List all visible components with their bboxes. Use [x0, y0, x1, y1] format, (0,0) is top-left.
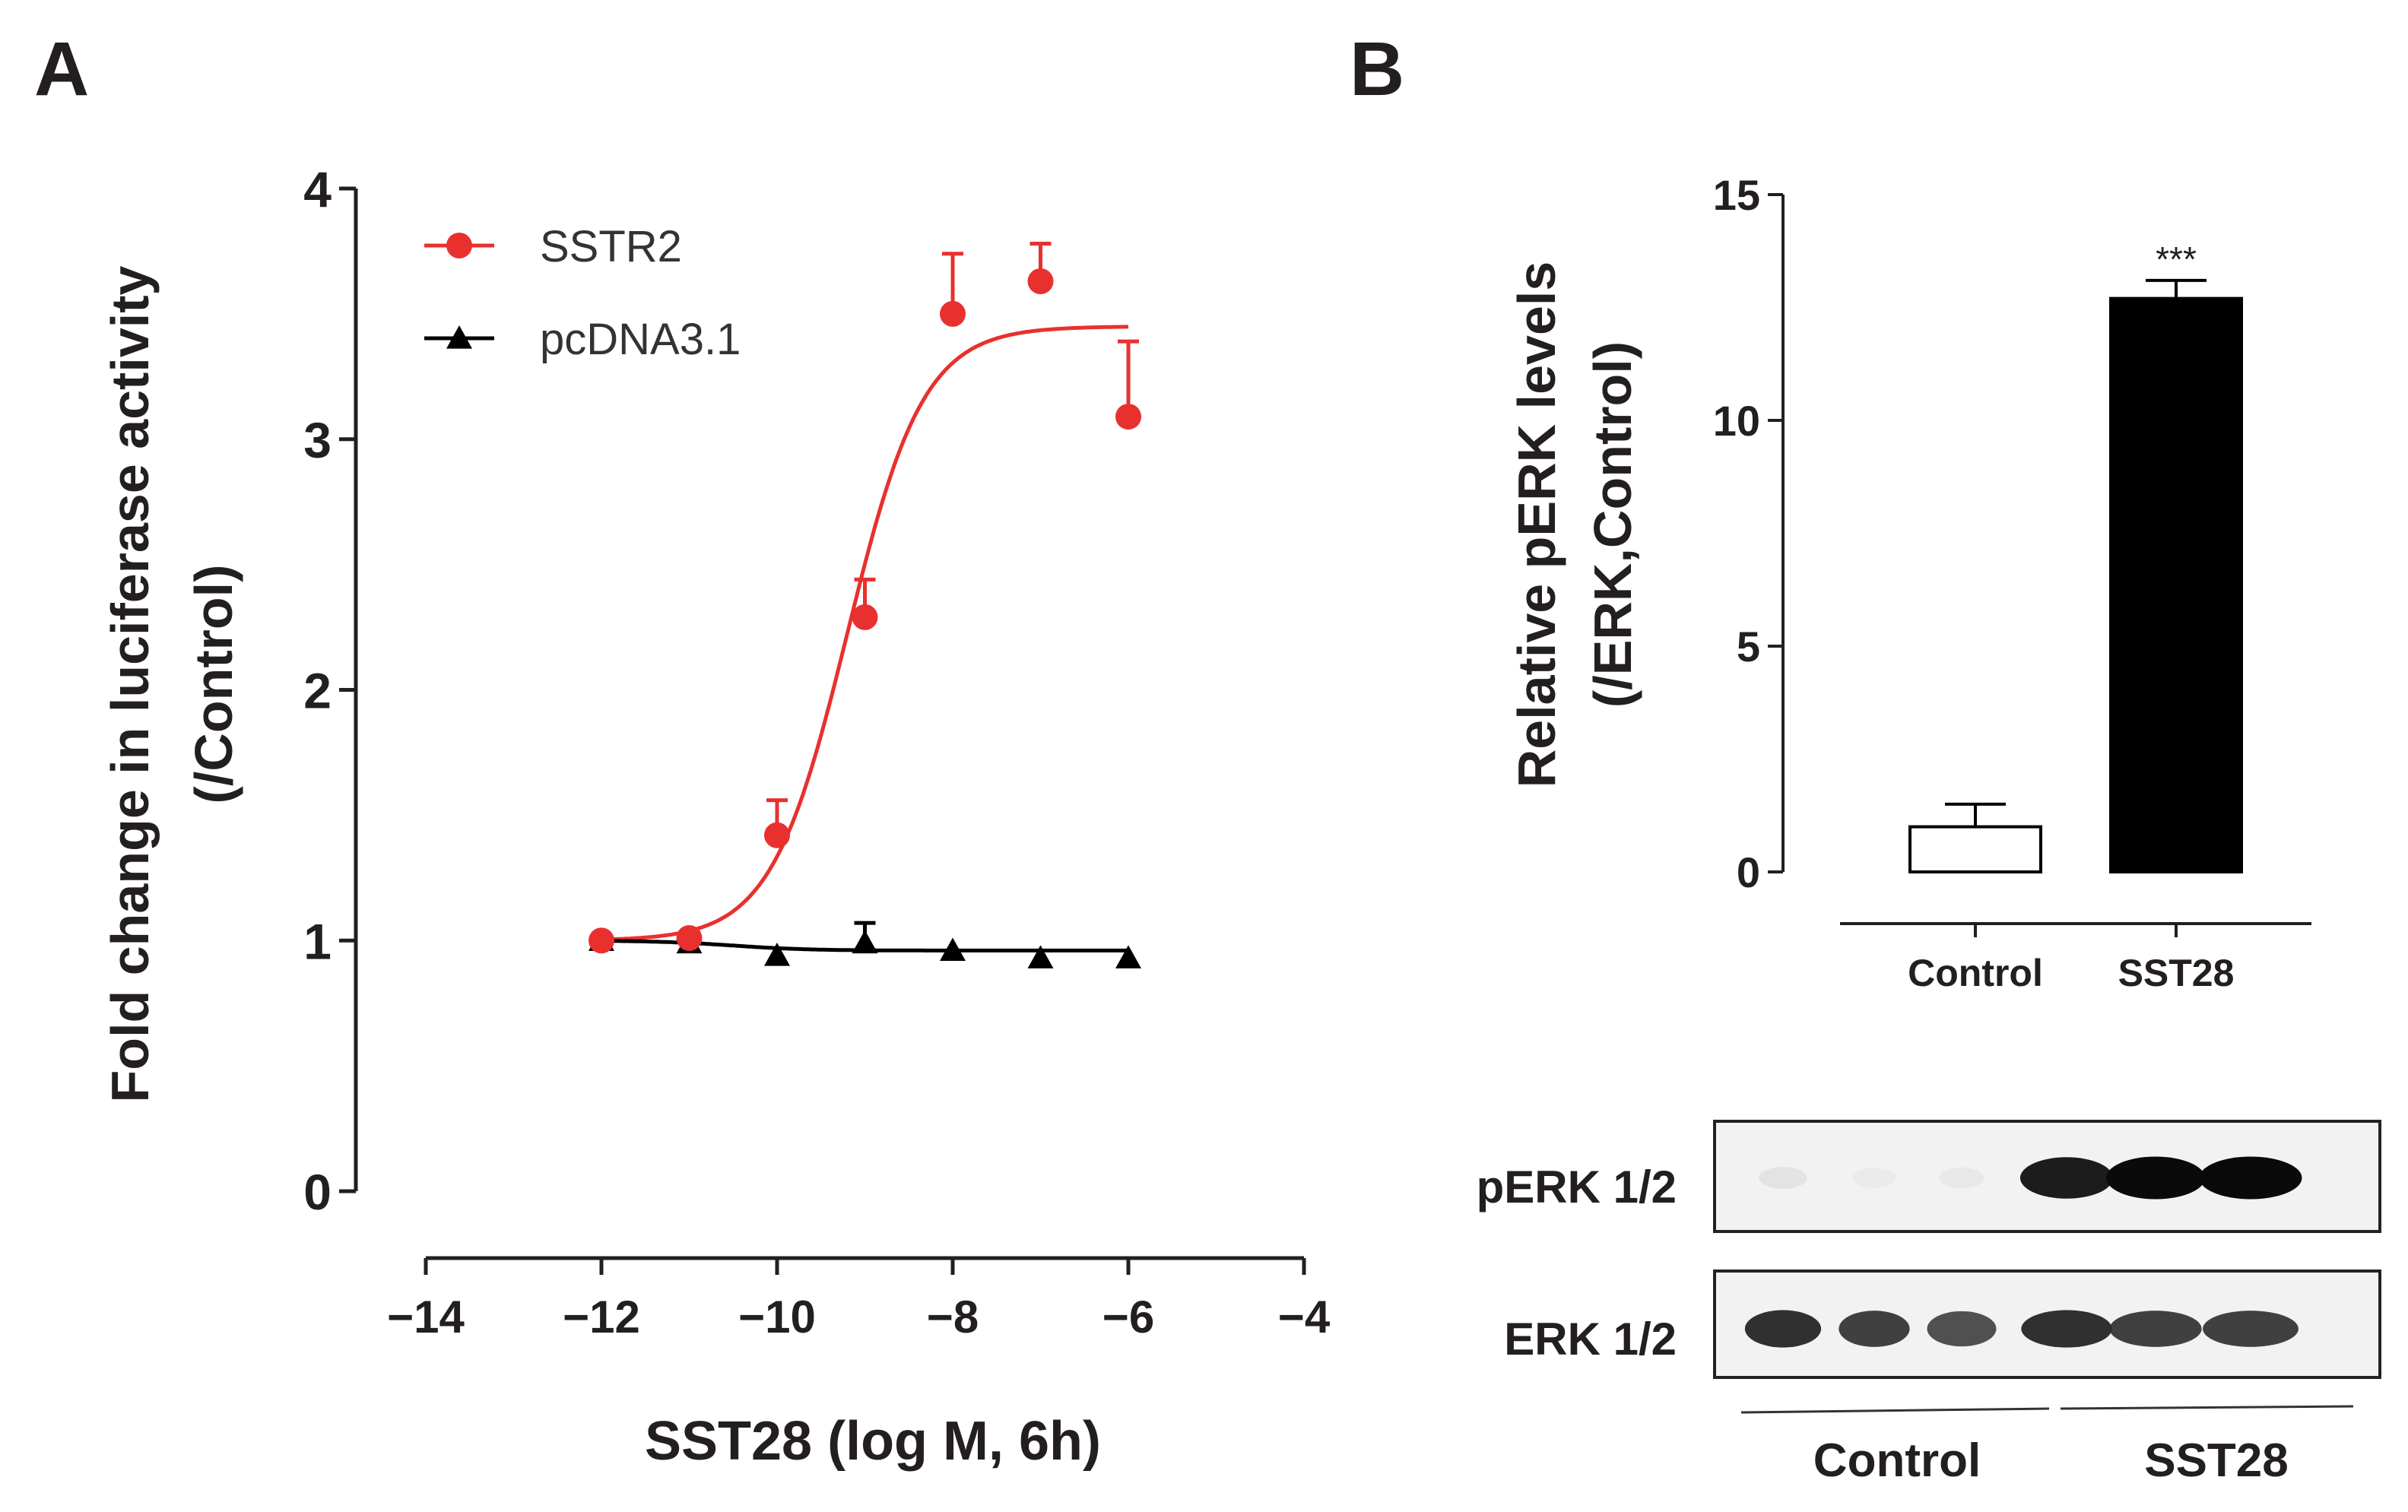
blot-group-label-sst28: SST28	[2144, 1434, 2289, 1487]
data-point-sstr2	[764, 822, 790, 848]
blot-row-label-erk: ERK 1/2	[1504, 1314, 1677, 1365]
a-y-axis-title: Fold change in luciferase activity	[100, 265, 160, 1102]
blot-row-label-perk: pERK 1/2	[1477, 1162, 1677, 1212]
data-point-sstr2	[1115, 404, 1141, 430]
blot-group-line-control	[1740, 1407, 2050, 1414]
a-y-tick-label: 1	[303, 913, 332, 969]
b-category-label-control: Control	[1908, 952, 2043, 994]
data-point-sstr2	[676, 924, 703, 951]
fit-curve-sstr2	[601, 325, 1128, 942]
a-x-axis-title: SST28 (log M, 6h)	[645, 1411, 1101, 1472]
blot-band-erk-1-2	[1744, 1310, 1822, 1348]
blot-group-label-control: Control	[1813, 1434, 1981, 1487]
legend-label-sstr2: SSTR2	[540, 222, 682, 271]
b-y-tick-label: 5	[1737, 623, 1760, 670]
legend-label-pcdna3-1: pcDNA3.1	[540, 315, 741, 364]
a-y-axis: 0 1 2 3 4	[303, 161, 358, 1220]
bar-control	[1908, 825, 2042, 873]
panel-b-letter: B	[1350, 27, 1404, 112]
blot-band-perk-1-2	[1939, 1167, 1984, 1189]
b-y-tick-label: 10	[1713, 397, 1760, 445]
blot-bands	[1713, 1120, 2381, 1379]
a-fit-curves	[601, 325, 1128, 953]
blot-group-line-sst28	[2060, 1405, 2354, 1410]
b-bars: ***	[1908, 239, 2243, 873]
a-data-points	[589, 268, 1141, 968]
b-y-axis-title-line2: (/ERK,Control)	[1583, 341, 1642, 708]
a-x-tick-label: −6	[1102, 1292, 1154, 1342]
data-point-sstr2	[852, 604, 878, 630]
bar-sst28	[2109, 296, 2243, 873]
blot-band-erk-1-2	[2021, 1310, 2112, 1348]
perk-bar-chart: 0 5 10 15 *** Control SST28 Relative pERK le…	[1507, 171, 2311, 994]
b-y-tick-label: 0	[1737, 848, 1760, 896]
blot-band-erk-1-2	[2203, 1311, 2299, 1347]
dose-response-chart: 0 1 2 3 4 −14 −12 −10 −8 −6 −4 SSTR2 pcDNA3.1 Fold…	[100, 161, 1331, 1472]
a-y-axis-title-line2: (/Control)	[184, 565, 243, 804]
b-category-label-sst28: SST28	[2118, 952, 2235, 994]
blot-band-erk-1-2	[1839, 1311, 1910, 1347]
significance-annotation: ***	[2156, 239, 2197, 279]
data-point-pcdna3-1	[1027, 945, 1054, 968]
b-x-axis: Control SST28	[1840, 922, 2311, 994]
a-x-tick-label: −4	[1278, 1292, 1331, 1342]
blot-band-erk-1-2	[2109, 1311, 2202, 1347]
panel-a-letter: A	[34, 27, 89, 112]
blot-band-perk-1-2	[2199, 1156, 2302, 1200]
a-x-tick-label: −8	[927, 1292, 979, 1342]
blot-band-perk-1-2	[2019, 1157, 2114, 1199]
legend-marker-pcdna3-1	[446, 325, 472, 349]
a-y-tick-label: 0	[303, 1164, 332, 1220]
a-legend: SSTR2 pcDNA3.1	[424, 222, 741, 364]
a-x-tick-label: −14	[387, 1292, 465, 1342]
data-point-pcdna3-1	[764, 943, 790, 966]
a-x-tick-label: −12	[563, 1292, 640, 1342]
data-point-sstr2	[940, 300, 966, 327]
a-y-tick-label: 4	[303, 161, 332, 217]
a-error-bars	[766, 242, 1139, 943]
a-x-axis: −14 −12 −10 −8 −6 −4	[387, 1256, 1331, 1342]
legend-marker-sstr2	[446, 233, 472, 258]
data-point-sstr2	[1027, 268, 1054, 295]
data-point-sstr2	[589, 927, 614, 954]
a-y-tick-label: 2	[303, 663, 332, 719]
blot-band-perk-1-2	[1759, 1167, 1807, 1189]
western-blot: pERK 1/2 ERK 1/2 Control SST28	[1477, 1120, 2381, 1487]
data-point-pcdna3-1	[940, 937, 966, 962]
blot-band-perk-1-2	[1852, 1168, 1896, 1188]
a-x-tick-label: −10	[738, 1292, 816, 1342]
blot-band-perk-1-2	[2106, 1156, 2205, 1200]
b-y-axis-title: Relative pERK levels	[1507, 262, 1566, 788]
b-y-axis: 0 5 10 15	[1713, 171, 1785, 896]
data-point-pcdna3-1	[1115, 945, 1141, 968]
data-point-pcdna3-1	[852, 930, 878, 954]
a-y-tick-label: 3	[303, 412, 332, 468]
b-y-tick-label: 15	[1713, 171, 1760, 219]
blot-band-erk-1-2	[1927, 1311, 1997, 1347]
